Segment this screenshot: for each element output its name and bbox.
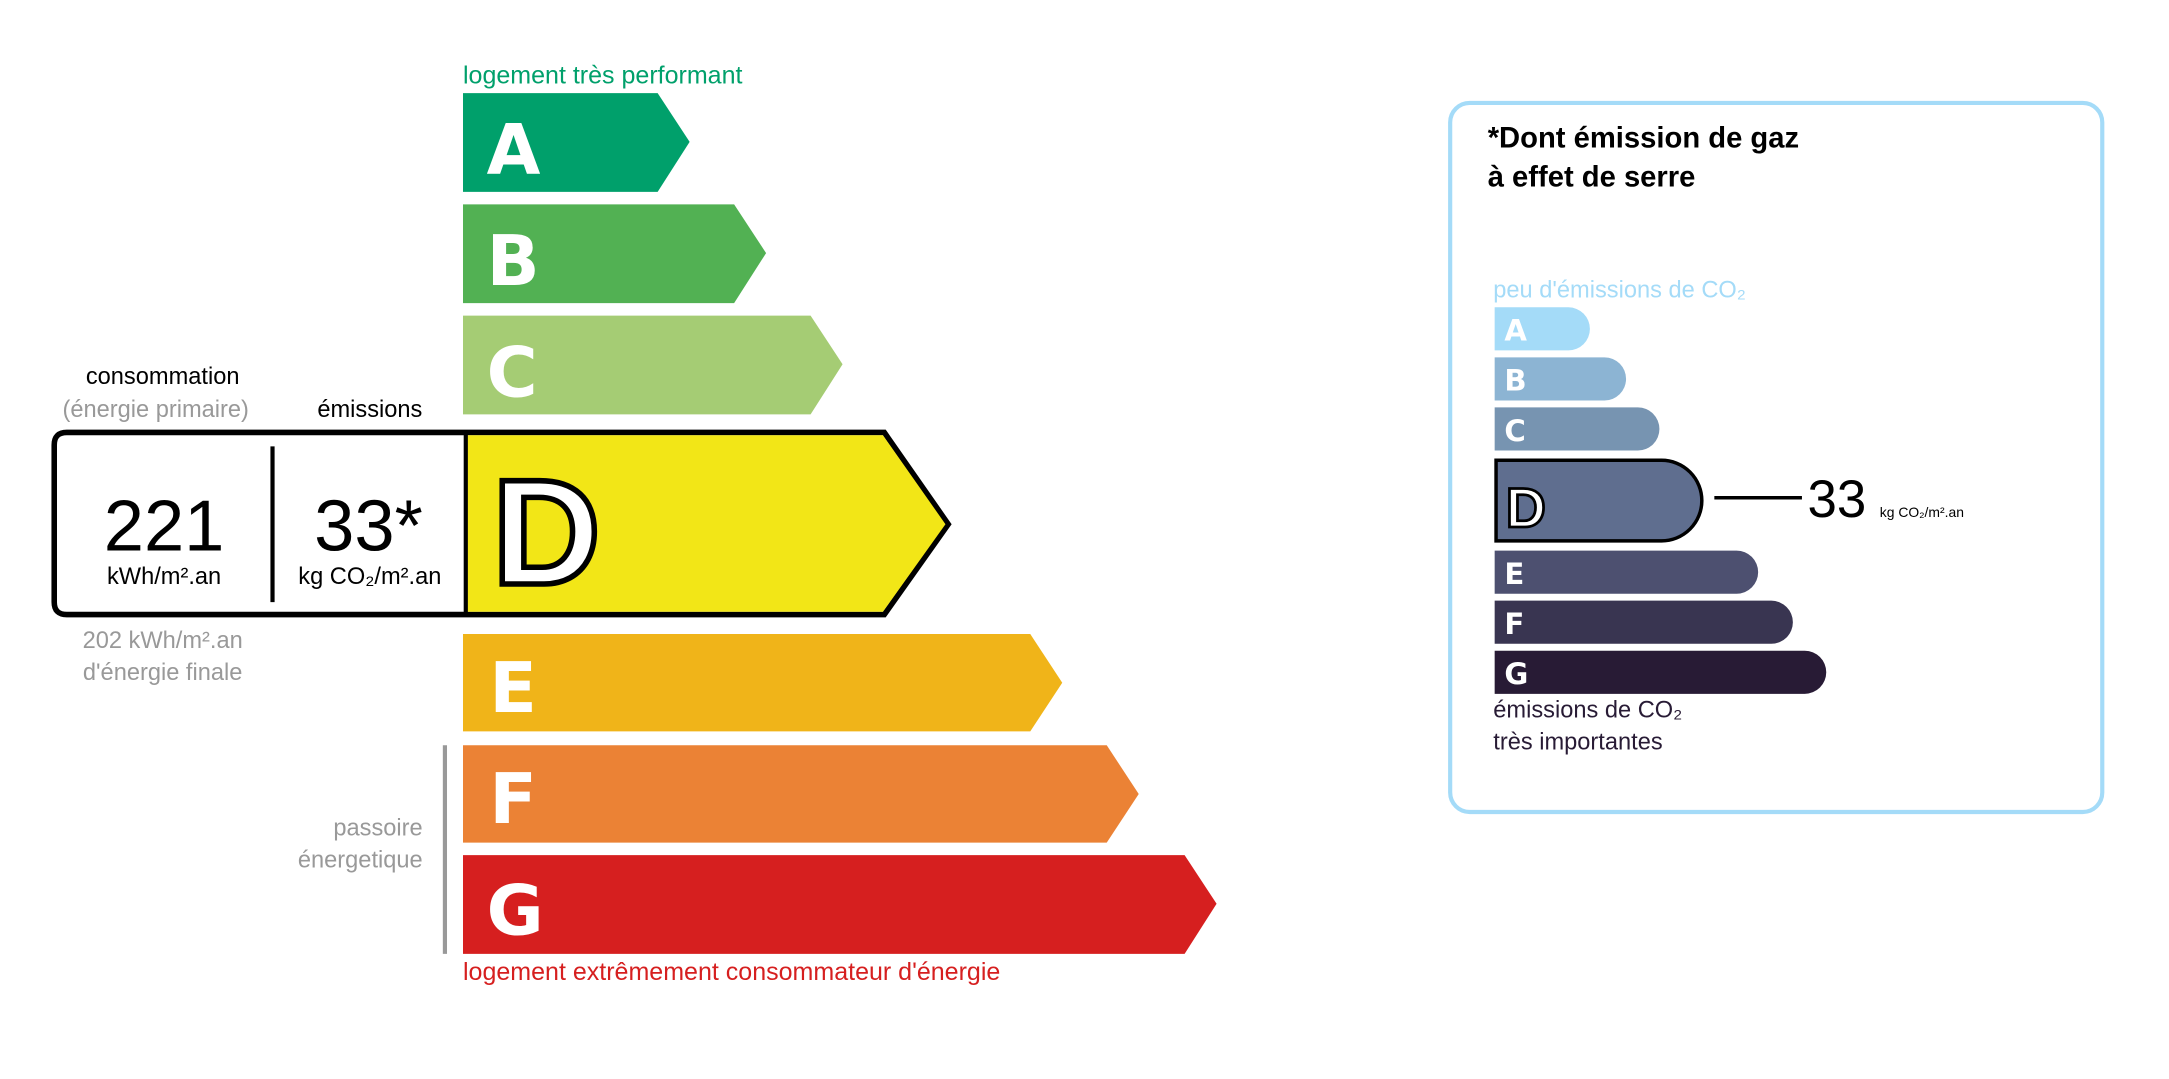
passoire-line2: énergetique (298, 848, 423, 874)
ghg-letter-d: D (1506, 477, 1546, 539)
ghg-bar-a (1494, 307, 1590, 351)
ghg-title-line1: *Dont émission de gaz (1488, 122, 1799, 154)
ghg-bar-d (1494, 458, 1704, 543)
class-bar-f (462, 745, 1139, 843)
class-letter-c: C (487, 332, 538, 413)
final-energy-line2: d'énergie finale (83, 660, 243, 686)
ghg-bottom-caption-line1: émissions de CO₂ (1493, 697, 1682, 723)
class-letter-d: D (492, 448, 600, 616)
ghg-bar-f (1494, 600, 1793, 644)
top-caption: logement très performant (463, 61, 743, 89)
ghg-top-caption: peu d'émissions de CO₂ (1493, 278, 1746, 304)
consumption-unit: kWh/m².an (107, 564, 221, 590)
ghg-bar-c (1494, 407, 1660, 451)
class-letter-f: F (489, 759, 536, 840)
emissions-label: émissions (317, 397, 422, 423)
ghg-letter-a: A (1504, 314, 1527, 348)
passoire-line1: passoire (333, 816, 422, 842)
class-bar-g (462, 855, 1217, 954)
consumption-sub: (énergie primaire) (62, 397, 248, 423)
class-letter-e: E (489, 648, 536, 729)
class-bar-a (462, 93, 690, 192)
ghg-letter-e: E (1504, 557, 1524, 591)
class-letter-g: G (487, 870, 544, 951)
class-letter-a: A (487, 110, 541, 191)
class-letter-b: B (487, 221, 540, 302)
class-bar-e (462, 634, 1063, 732)
class-bar-d (467, 435, 946, 612)
ghg-bottom-caption-line2: très importantes (1493, 729, 1662, 755)
final-energy-line1: 202 kWh/m².an (83, 628, 243, 654)
consumption-label: consommation (86, 364, 240, 390)
emissions-value: 33* (314, 487, 423, 567)
ghg-bar-e (1494, 550, 1759, 594)
ghg-title-line2: à effet de serre (1488, 161, 1696, 193)
ghg-letter-b: B (1504, 364, 1526, 398)
class-bar-b (462, 204, 767, 304)
emissions-unit: kg CO₂/m².an (298, 564, 441, 590)
ghg-bar-g (1494, 650, 1827, 694)
bottom-caption: logement extrêmement consommateur d'éner… (463, 958, 1000, 986)
ghg-value: 33 (1808, 470, 1867, 529)
class-bar-c (462, 315, 843, 415)
energy-label: logement très performant A B C consommat… (51, 61, 1217, 986)
ghg-panel: *Dont émission de gaz à effet de serre p… (1448, 100, 2105, 815)
ghg-letter-f: F (1504, 607, 1524, 641)
consumption-value: 221 (104, 487, 225, 567)
ghg-letter-c: C (1504, 414, 1525, 448)
ghg-unit: kg CO₂/m².an (1880, 504, 1964, 520)
ghg-letter-g: G (1504, 657, 1528, 691)
ghg-bar-b (1494, 357, 1627, 401)
